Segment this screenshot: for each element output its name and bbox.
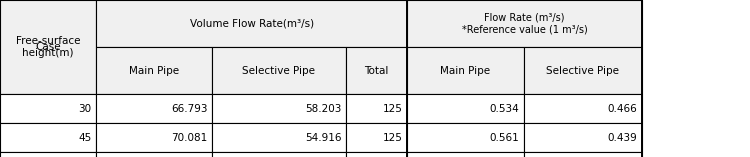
Bar [407,94,524,123]
Bar [0,94,96,123]
Bar [212,152,346,157]
Bar [0,152,96,157]
Text: 125: 125 [382,104,403,114]
Bar [96,0,407,47]
Bar [212,123,346,152]
Text: Total: Total [364,66,388,76]
Bar [212,47,346,94]
Text: 70.081: 70.081 [172,133,208,143]
Text: 0.439: 0.439 [608,133,638,143]
Text: Free-surface
height(m): Free-surface height(m) [16,36,80,58]
Text: 66.793: 66.793 [171,104,208,114]
Text: 0.534: 0.534 [489,104,519,114]
Bar [524,152,642,157]
Bar [96,47,212,94]
Bar [407,152,524,157]
Text: 45: 45 [78,133,92,143]
Bar [346,123,407,152]
Text: Case: Case [35,42,61,52]
Bar [346,94,407,123]
Text: Main Pipe: Main Pipe [440,66,491,76]
Bar [96,94,212,123]
Text: Selective Pipe: Selective Pipe [546,66,620,76]
Text: 0.466: 0.466 [608,104,638,114]
Bar [96,152,212,157]
Bar [524,94,642,123]
Text: 125: 125 [382,133,403,143]
Text: 0.561: 0.561 [489,133,519,143]
Text: Flow Rate (m³/s)
*Reference value (1 m³/s): Flow Rate (m³/s) *Reference value (1 m³/… [462,12,587,35]
Text: 30: 30 [78,104,92,114]
Bar [0,0,642,157]
Bar [524,123,642,152]
Bar [407,0,642,47]
Text: Volume Flow Rate(m³/s): Volume Flow Rate(m³/s) [190,19,314,29]
Text: 58.203: 58.203 [304,104,341,114]
Bar [212,94,346,123]
Bar [96,123,212,152]
Bar [0,123,96,152]
Bar [407,123,524,152]
Bar [524,47,642,94]
Text: Selective Pipe: Selective Pipe [242,66,316,76]
Bar [346,47,407,94]
Bar [0,0,96,94]
Bar [346,152,407,157]
Text: Main Pipe: Main Pipe [129,66,179,76]
Text: 54.916: 54.916 [304,133,341,143]
Bar [407,47,524,94]
